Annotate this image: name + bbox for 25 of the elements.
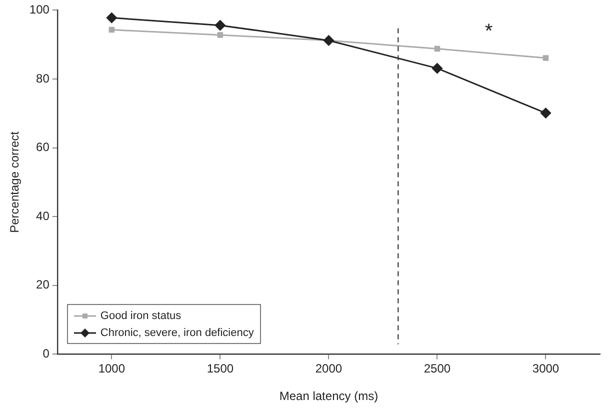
x-tick-label: 2500 <box>424 362 451 376</box>
annotation: * <box>484 20 493 43</box>
legend-label: Good iron status <box>100 310 182 322</box>
x-tick-label: 2000 <box>315 362 342 376</box>
x-axis-title: Mean latency (ms) <box>279 389 378 404</box>
y-tick-label: 60 <box>36 140 50 154</box>
point <box>432 63 442 74</box>
y-tick-label: 80 <box>36 71 50 86</box>
point <box>214 20 226 31</box>
legend-label: Chronic, severe, iron deficiency <box>100 326 254 339</box>
y-tick-label: 20 <box>36 278 50 292</box>
y-axis-title: Percentage correct <box>8 130 22 233</box>
x-tick-label: 1500 <box>206 362 234 376</box>
point <box>542 55 549 61</box>
x-tick-label: 1000 <box>98 362 126 376</box>
point <box>323 35 334 46</box>
y-tick-label: 40 <box>36 208 50 223</box>
point <box>106 12 117 24</box>
point <box>540 108 551 118</box>
point <box>108 26 115 33</box>
x-tick-label: 3000 <box>532 362 560 376</box>
y-tick-label: 0 <box>42 346 50 361</box>
y-tick-label: 100 <box>29 2 50 17</box>
point <box>217 32 224 38</box>
point <box>434 46 440 52</box>
